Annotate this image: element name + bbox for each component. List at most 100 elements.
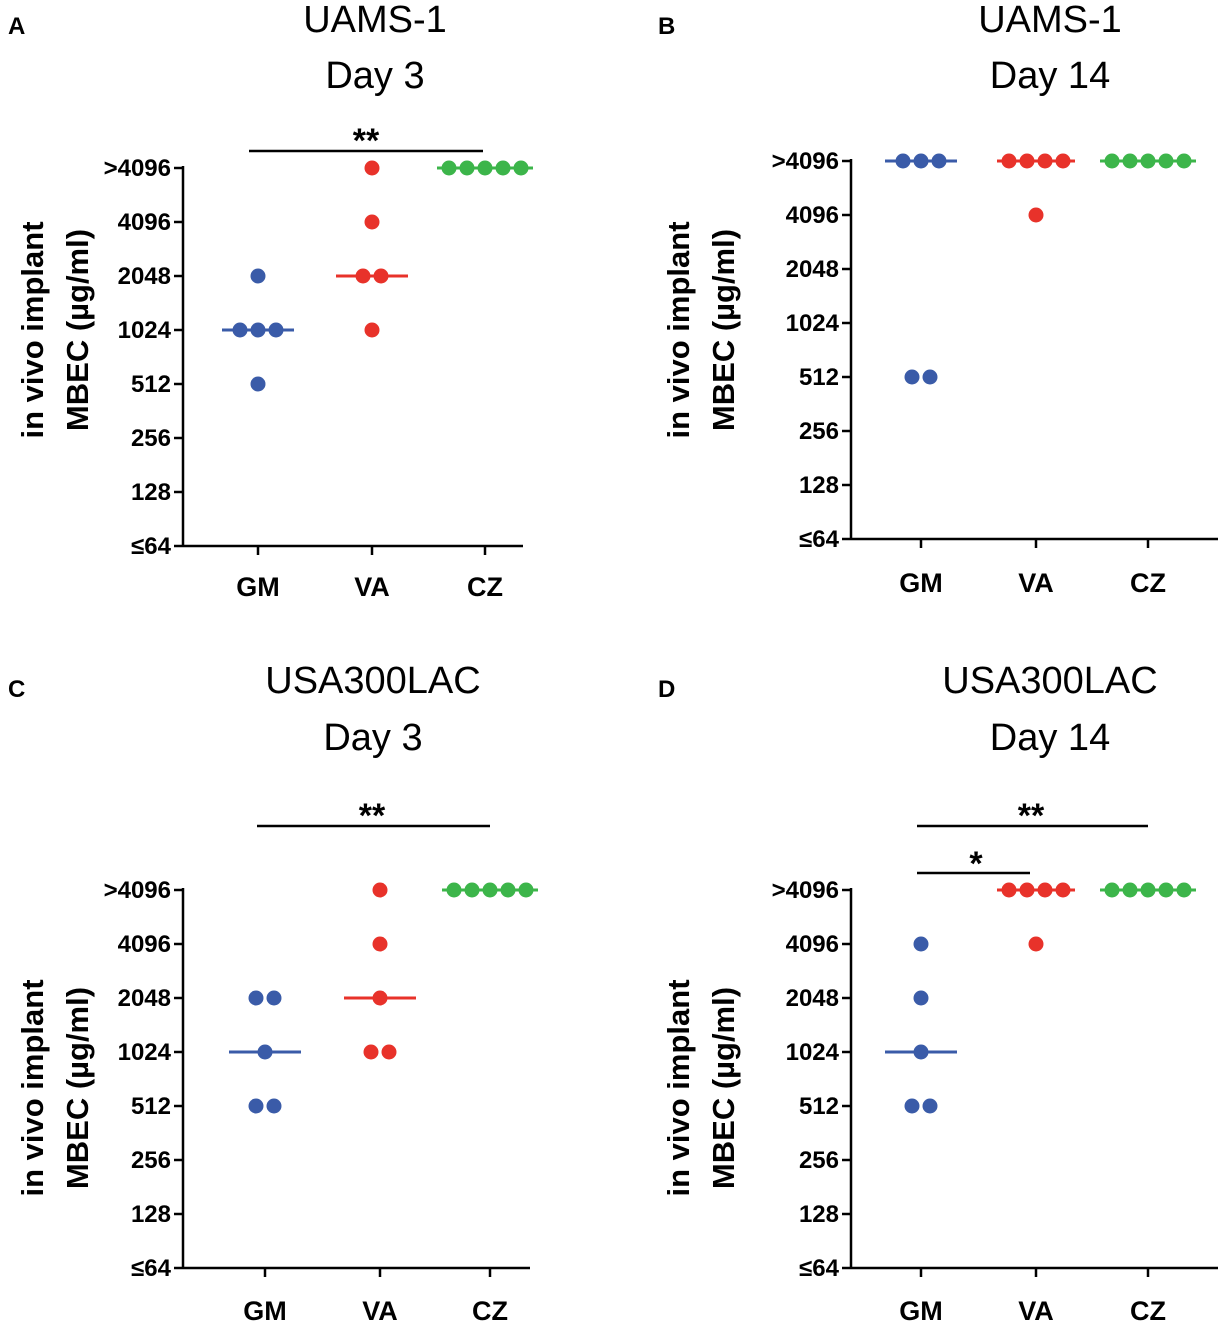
significance-label: ** [353, 122, 380, 160]
y-axis-label-line-1: in vivo implant [661, 979, 696, 1196]
x-tick-label-gm: GM [899, 568, 943, 598]
data-point-gm [922, 1098, 938, 1114]
data-point-va [364, 160, 380, 176]
data-point-cz [482, 882, 498, 898]
data-point-cz [464, 882, 480, 898]
data-point-gm [922, 369, 938, 385]
data-point-cz [1104, 882, 1120, 898]
data-point-va [372, 882, 388, 898]
data-point-va [355, 268, 371, 284]
chart-panel-d: D USA300LAC Day 14 in vivo implant MBEC (µg/… [658, 660, 1218, 1324]
y-tick-label: 512 [131, 1093, 171, 1120]
data-point-gm [904, 1098, 920, 1114]
data-point-cz [1122, 153, 1138, 169]
data-point-cz [1122, 882, 1138, 898]
y-tick-label: >4096 [772, 877, 839, 904]
y-tick-label: 512 [799, 364, 839, 391]
x-tick-label-gm: GM [899, 1296, 943, 1324]
chart-title-line-1: USA300LAC [265, 660, 480, 702]
y-tick-label: 128 [131, 1201, 171, 1228]
y-tick-label: 4096 [118, 209, 171, 236]
data-point-gm [268, 322, 284, 338]
y-tick-label: >4096 [772, 148, 839, 175]
significance-label: ** [1018, 797, 1045, 835]
data-point-va [1037, 882, 1053, 898]
data-point-va [1037, 153, 1053, 169]
data-point-cz [446, 882, 462, 898]
x-tick-label-gm: GM [243, 1296, 287, 1324]
y-tick-label: 512 [799, 1093, 839, 1120]
y-tick-label: ≤64 [799, 526, 840, 553]
chart-title-line-2: Day 3 [325, 55, 424, 97]
y-axis-label-line-1: in vivo implant [15, 979, 50, 1196]
data-point-gm [257, 1044, 273, 1060]
y-tick-label: 256 [131, 1147, 171, 1174]
data-point-va [1028, 936, 1044, 952]
data-point-gm [250, 376, 266, 392]
data-point-va [1019, 882, 1035, 898]
y-tick-label: 1024 [118, 1039, 172, 1066]
y-tick-label: 1024 [786, 310, 840, 337]
y-axis-label-line-1: in vivo implant [661, 221, 696, 438]
data-point-cz [1104, 153, 1120, 169]
panel-letter: A [8, 13, 25, 40]
y-tick-label: 128 [131, 479, 171, 506]
data-point-gm [913, 936, 929, 952]
y-tick-label: 256 [799, 418, 839, 445]
data-point-cz [1176, 153, 1192, 169]
data-point-va [372, 936, 388, 952]
y-tick-label: 4096 [786, 202, 839, 229]
y-axis-label-line-2: MBEC (µg/ml) [706, 987, 741, 1189]
x-tick-label-cz: CZ [1130, 1296, 1166, 1324]
data-point-cz [513, 160, 529, 176]
x-tick-label-gm: GM [236, 572, 280, 602]
y-tick-label: 2048 [118, 985, 171, 1012]
data-point-cz [1140, 882, 1156, 898]
data-point-va [1001, 882, 1017, 898]
data-point-va [364, 214, 380, 230]
chart-title-line-2: Day 14 [990, 55, 1110, 97]
data-point-gm [913, 153, 929, 169]
y-tick-label: ≤64 [131, 533, 172, 560]
x-tick-label-cz: CZ [1130, 568, 1166, 598]
data-point-va [1028, 207, 1044, 223]
data-point-gm [250, 268, 266, 284]
panel-letter: C [8, 676, 25, 703]
y-axis-label-line-2: MBEC (µg/ml) [60, 987, 95, 1189]
data-point-gm [232, 322, 248, 338]
data-point-gm [248, 1098, 264, 1114]
x-tick-label-cz: CZ [467, 572, 503, 602]
data-point-va [373, 268, 389, 284]
data-point-cz [459, 160, 475, 176]
y-tick-label: 256 [131, 425, 171, 452]
chart-panel-c: C USA300LAC Day 3 in vivo implant MBEC (µg/m… [8, 660, 538, 1324]
data-point-cz [477, 160, 493, 176]
data-point-cz [441, 160, 457, 176]
chart-panel-b: B UAMS-1 Day 14 in vivo implant MBEC (µg/ml)… [658, 0, 1218, 598]
chart-title-line-2: Day 14 [990, 717, 1110, 759]
data-point-cz [1158, 882, 1174, 898]
chart-panel-a: A UAMS-1 Day 3 in vivo implant MBEC (µg/ml) ≤… [8, 0, 533, 602]
data-point-cz [500, 882, 516, 898]
y-tick-label: 1024 [786, 1039, 840, 1066]
data-point-va [381, 1044, 397, 1060]
y-tick-label: >4096 [104, 877, 171, 904]
y-axis-label-line-1: in vivo implant [15, 221, 50, 438]
significance-label: * [969, 845, 983, 883]
significance-label: ** [359, 797, 386, 835]
data-point-gm [913, 990, 929, 1006]
data-point-va [363, 1044, 379, 1060]
x-tick-label-va: VA [1018, 568, 1054, 598]
chart-title-line-2: Day 3 [323, 717, 422, 759]
data-point-va [1055, 153, 1071, 169]
y-tick-label: 128 [799, 472, 839, 499]
y-tick-label: >4096 [104, 155, 171, 182]
chart-title-line-1: UAMS-1 [303, 0, 447, 41]
panel-letter: B [658, 13, 675, 40]
data-point-gm [931, 153, 947, 169]
x-tick-label-va: VA [354, 572, 390, 602]
data-point-va [1001, 153, 1017, 169]
x-tick-label-va: VA [1018, 1296, 1054, 1324]
chart-title-line-1: UAMS-1 [978, 0, 1122, 41]
